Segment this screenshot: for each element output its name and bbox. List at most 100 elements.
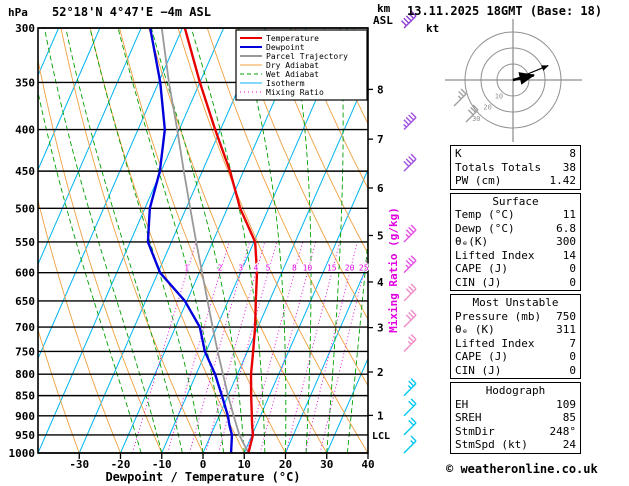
svg-text:10: 10: [303, 264, 313, 273]
stat-label: Totals Totals: [455, 160, 542, 174]
stat-label: Pressure (mb): [455, 309, 542, 323]
most-unstable-title: Most Unstable: [472, 296, 559, 309]
legend-label: Temperature: [266, 34, 319, 43]
wind-barb-icon: [403, 112, 417, 131]
skewt-chart: 3003504004505005506006507007508008509009…: [9, 10, 417, 471]
pressure-tick-label: 650: [15, 295, 35, 308]
wind-barb-icon: [403, 309, 417, 328]
stat-row: Dewp (°C) 6.8: [451, 222, 580, 236]
pressure-tick-label: 300: [15, 22, 35, 35]
pressure-tick-label: 800: [15, 368, 35, 381]
wind-barb-icon: [403, 283, 417, 302]
wind-barb-icon: [400, 10, 417, 29]
pressure-tick-label: 950: [15, 429, 35, 442]
surface-box: Surface Temp (°C) 11 Dewp (°C) 6.8 θₑ(K) 300 L…: [450, 192, 581, 291]
hodograph-wind-vector: [512, 65, 549, 81]
stat-value: 24: [562, 438, 576, 451]
stats-panel: K 8 Totals Totals 38 PW (cm) 1.42 Surface Tem…: [450, 145, 581, 454]
legend-label: Wet Adiabat: [266, 70, 319, 79]
svg-text:2: 2: [218, 264, 223, 273]
stat-value: 0: [569, 363, 576, 377]
stat-label: CAPE (J): [455, 262, 508, 275]
stat-row: SREH 85: [451, 411, 580, 425]
stat-label: θₑ (K): [455, 323, 495, 336]
pressure-unit-label: hPa: [8, 6, 28, 19]
pressure-tick-label: 600: [15, 267, 35, 280]
hodograph-ring-label: 20: [483, 104, 491, 112]
hodograph-unit-label: kt: [426, 22, 440, 35]
svg-text:15: 15: [327, 264, 337, 273]
stat-row: θₑ(K) 300: [451, 235, 580, 249]
pressure-tick-label: 350: [15, 76, 35, 89]
wind-barb-icon: [403, 224, 417, 243]
stat-row: Totals Totals 38: [451, 161, 580, 175]
indices-box: K 8 Totals Totals 38 PW (cm) 1.42: [450, 145, 581, 190]
stat-label: StmDir: [455, 424, 495, 438]
hodograph-stats-title: Hodograph: [485, 384, 546, 397]
stat-value: 109: [556, 397, 576, 411]
pressure-tick-label: 450: [15, 165, 35, 178]
stat-row: θₑ (K) 311: [451, 323, 580, 337]
km-tick-label: 6: [377, 182, 384, 195]
svg-text:1: 1: [184, 264, 189, 273]
stat-value: 0: [569, 262, 576, 275]
copyright: © weatheronline.co.uk: [446, 462, 598, 476]
km-tick-label: 1: [377, 409, 384, 422]
stat-value: 38: [562, 160, 576, 174]
lcl-label: LCL: [372, 431, 390, 442]
pressure-tick-label: 400: [15, 124, 35, 137]
wind-barb-icon: [403, 153, 417, 172]
stat-label: Dewp (°C): [455, 221, 515, 235]
stat-row: StmSpd (kt) 24: [451, 438, 580, 452]
stat-label: Lifted Index: [455, 336, 535, 350]
stat-row: StmDir 248°: [451, 425, 580, 439]
svg-text:8: 8: [292, 264, 297, 273]
legend-label: Mixing Ratio: [266, 88, 324, 97]
stat-row: Lifted Index 7: [451, 337, 580, 351]
stat-row: EH 109: [451, 398, 580, 412]
altitude-unit-asl: ASL: [373, 14, 393, 27]
stat-row: Lifted Index 14: [451, 249, 580, 263]
svg-text:4: 4: [254, 264, 259, 273]
mixing-ratio-lines: [131, 241, 368, 453]
pressure-tick-label: 700: [15, 321, 35, 334]
axis-labels: 3003504004505005506006507007508008509009…: [9, 22, 391, 471]
altitude-unit-km: km: [377, 2, 391, 15]
x-axis-title: Dewpoint / Temperature (°C): [105, 470, 301, 484]
parcel-trajectory-line: [160, 28, 250, 453]
stat-label: SREH: [455, 411, 482, 424]
legend-label: Dewpoint: [266, 43, 305, 52]
sounding-lines: [146, 28, 259, 453]
wind-barb-icon: [403, 255, 417, 274]
stat-label: Lifted Index: [455, 248, 535, 262]
stat-value: 0: [569, 350, 576, 363]
stat-value: 7: [569, 336, 576, 350]
km-tick-label: 3: [377, 322, 384, 335]
stat-value: 8: [569, 147, 576, 160]
wind-barb-icon: [403, 398, 417, 417]
surface-title: Surface: [492, 194, 539, 208]
km-tick-label: 8: [377, 83, 384, 96]
legend-label: Parcel Trajectory: [266, 52, 348, 61]
temperature-tick-label: -10: [152, 458, 172, 471]
stat-label: CAPE (J): [455, 350, 508, 363]
stat-value: 311: [556, 323, 576, 336]
pressure-tick-label: 850: [15, 390, 35, 403]
stat-value: 85: [562, 411, 576, 424]
wind-barb-icon: [403, 333, 417, 352]
stat-value: 300: [556, 235, 576, 248]
pressure-tick-label: 900: [15, 410, 35, 423]
stat-label: CIN (J): [455, 275, 502, 289]
stat-value: 6.8: [556, 221, 576, 235]
mixing-ratio-axis-label: Mixing Ratio (g/kg): [387, 207, 400, 333]
temperature-line: [183, 28, 259, 453]
station-title: 52°18'N 4°47'E −4m ASL: [52, 5, 211, 19]
stat-row: Pressure (mb) 750: [451, 310, 580, 324]
stat-row: PW (cm) 1.42: [451, 174, 580, 188]
wind-barb-icon: [403, 435, 417, 454]
temperature-tick-label: 40: [361, 458, 374, 471]
pressure-tick-label: 550: [15, 236, 35, 249]
